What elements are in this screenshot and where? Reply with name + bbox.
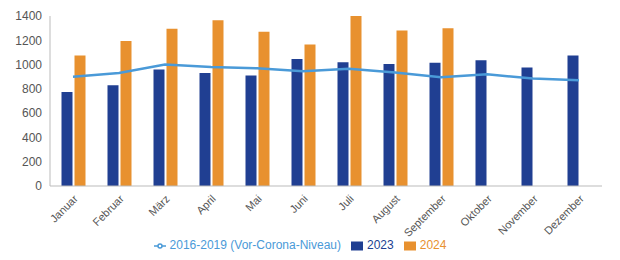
svg-text:1200: 1200 [15, 34, 42, 48]
svg-text:März: März [146, 192, 172, 218]
svg-text:Januar: Januar [48, 192, 81, 225]
svg-text:April: April [194, 192, 218, 216]
svg-text:Mai: Mai [243, 192, 264, 213]
svg-text:200: 200 [22, 155, 42, 169]
svg-text:Juli: Juli [336, 192, 356, 212]
svg-text:400: 400 [22, 131, 42, 145]
svg-text:0: 0 [35, 179, 42, 193]
svg-text:Februar: Februar [90, 192, 126, 228]
svg-text:1400: 1400 [15, 9, 42, 23]
svg-text:1000: 1000 [15, 58, 42, 72]
html-text:2023: 2023 [367, 238, 394, 252]
svg-text:November: November [496, 192, 541, 237]
html-text:2024: 2024 [419, 238, 447, 252]
svg-text:September: September [401, 192, 448, 239]
html-text:2016-2019 (Vor-Corona-Niveau): 2016-2019 (Vor-Corona-Niveau) [169, 238, 341, 252]
svg-text:Oktober: Oktober [458, 192, 494, 228]
svg-text:800: 800 [22, 82, 42, 96]
svg-text:Dezember: Dezember [542, 192, 587, 237]
svg-text:600: 600 [22, 106, 42, 120]
svg-text:Juni: Juni [287, 192, 310, 215]
svg-text:August: August [369, 192, 402, 225]
